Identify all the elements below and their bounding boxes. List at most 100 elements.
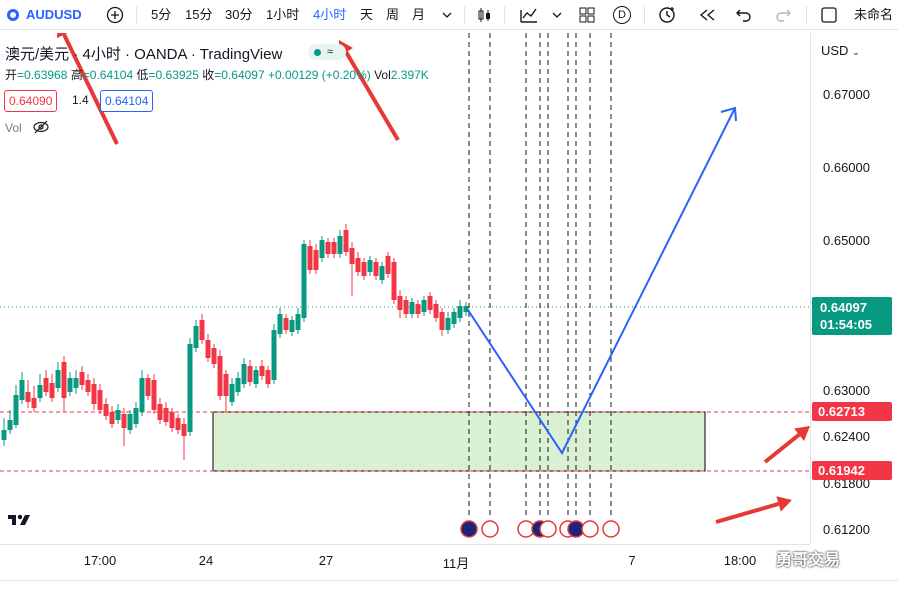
alert-icon[interactable] — [656, 4, 678, 26]
interval-1d[interactable]: 天 — [360, 7, 374, 22]
projection-arrowhead — [720, 106, 737, 122]
candle-body — [61, 362, 67, 398]
templates-grid-icon[interactable] — [576, 4, 598, 26]
currency-selector[interactable]: USD ⌄ — [821, 43, 860, 58]
bottom-bar — [0, 580, 898, 596]
time-axis[interactable]: 17:00 24 27 11月 7 18:00 — [0, 544, 810, 580]
interval-5m[interactable]: 5分 — [151, 7, 172, 22]
candle-body — [25, 392, 31, 402]
candle-body — [307, 246, 313, 270]
price-tick: 0.62400 — [823, 429, 870, 444]
low-label: 低 — [136, 68, 149, 82]
candle-body — [271, 330, 277, 380]
buy-price-button[interactable]: 0.64104 — [100, 90, 154, 112]
candle-body — [409, 302, 415, 314]
candle-body — [313, 250, 319, 270]
candle-body — [433, 304, 439, 318]
candle-body — [301, 244, 307, 318]
price-axis[interactable]: USD ⌄ 0.67000 0.66000 0.65000 0.63000 0.… — [810, 33, 898, 544]
candle-body — [289, 320, 295, 332]
change-value: +0.00129 (+0.20%) — [268, 68, 371, 82]
price-tick: 0.66000 — [823, 160, 870, 175]
toolbar-divider — [504, 6, 505, 24]
volume-indicator-label: Vol — [5, 121, 22, 135]
interval-1w[interactable]: 周 — [386, 7, 400, 22]
chart-pane[interactable] — [0, 33, 810, 544]
candle-body — [361, 262, 367, 276]
candle-body — [229, 384, 235, 402]
interval-1h[interactable]: 1小时 — [266, 7, 300, 22]
candle-body — [187, 344, 193, 432]
interval-30m[interactable]: 30分 — [225, 7, 253, 22]
annotation-arrow-interval — [344, 51, 400, 142]
chart-canvas — [0, 33, 810, 538]
candle-body — [121, 414, 127, 428]
candle-body — [1, 430, 7, 440]
candle-body — [283, 318, 289, 330]
current-price-label: 0.64097 01:54:05 — [812, 297, 892, 335]
rewind-icon[interactable] — [697, 4, 719, 26]
candle-body — [379, 266, 385, 280]
flag-icon — [2, 4, 24, 26]
price-tick: 0.65000 — [823, 233, 870, 248]
lower-level-label: 0.61942 — [812, 461, 892, 480]
spread-value: 1.4 — [72, 93, 89, 107]
ohlc-values: 开=0.63968 高=0.64104 低=0.63925 收=0.64097 … — [5, 66, 429, 83]
candle-body — [169, 412, 175, 428]
toolbar-divider — [464, 6, 465, 24]
indicators-icon[interactable] — [518, 4, 540, 26]
replay-label: D — [618, 9, 626, 21]
candle-body — [427, 296, 433, 310]
high-value: =0.64104 — [82, 68, 134, 82]
chevron-down-icon[interactable] — [436, 4, 458, 26]
layout-name[interactable]: 未命名 — [854, 7, 894, 22]
candle-body — [253, 370, 259, 384]
candlestick-type-icon[interactable] — [473, 4, 495, 26]
candle-body — [403, 300, 409, 314]
vol-label: Vol — [374, 68, 391, 82]
sell-price-button[interactable]: 0.64090 — [4, 90, 58, 112]
candle-body — [439, 312, 445, 330]
candle-body — [19, 380, 25, 400]
market-open-dot-icon — [314, 48, 321, 56]
time-tick: 18:00 — [723, 553, 757, 568]
time-tick: 11月 — [442, 556, 470, 571]
time-tick: 24 — [198, 553, 214, 568]
time-tick: 17:00 — [83, 553, 117, 568]
hide-eye-icon[interactable] — [32, 120, 50, 139]
undo-icon[interactable] — [733, 4, 755, 26]
event-flag-icon — [581, 520, 599, 538]
interval-1m[interactable]: 月 — [412, 7, 426, 22]
interval-4h[interactable]: 4小时 — [313, 7, 347, 22]
symbol-search-button[interactable]: AUDUSD — [26, 7, 82, 22]
candle-body — [391, 262, 397, 300]
candle-body — [49, 383, 55, 398]
legend-title: 澳元/美元 · 4小时 · OANDA · TradingView — [5, 46, 283, 63]
candle-body — [151, 380, 157, 410]
candle-body — [343, 230, 349, 252]
event-flag-icon — [602, 520, 620, 538]
candle-body — [217, 356, 223, 396]
chevron-down-icon[interactable] — [546, 4, 568, 26]
candle-body — [397, 296, 403, 310]
candle-body — [277, 314, 283, 334]
candle-body — [175, 418, 181, 430]
redo-icon[interactable] — [772, 4, 794, 26]
open-value: =0.63968 — [17, 68, 68, 82]
annotation-arrow-upper-head — [794, 426, 810, 441]
event-flag-icon — [481, 520, 499, 538]
candle-body — [163, 408, 169, 422]
candle-body — [193, 326, 199, 348]
toolbar-divider — [644, 6, 645, 24]
currency-label: USD — [821, 43, 849, 58]
candle-body — [139, 378, 145, 412]
candle-body — [31, 398, 37, 408]
candle-body — [205, 340, 211, 358]
interval-15m[interactable]: 15分 — [185, 7, 213, 22]
layout-checkbox-icon[interactable] — [818, 4, 840, 26]
compare-symbol-icon[interactable] — [104, 4, 126, 26]
event-flag-icon — [539, 520, 557, 538]
replay-badge[interactable]: D — [611, 4, 633, 26]
candle-body — [79, 372, 85, 385]
candle-body — [157, 404, 163, 420]
